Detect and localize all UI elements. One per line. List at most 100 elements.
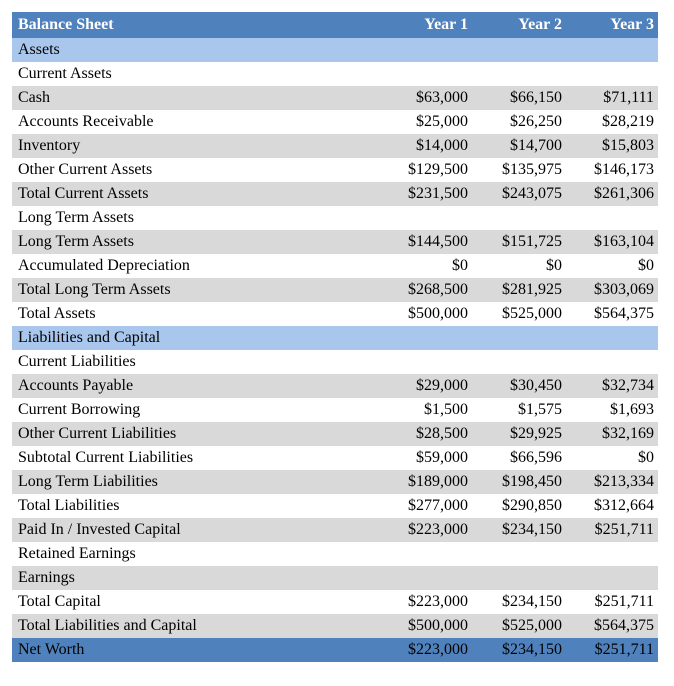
cell-year-3: $213,334 [566, 470, 658, 494]
cell-year-3: $28,219 [566, 110, 658, 134]
net-worth-row: Net Worth $223,000 $234,150 $251,711 [12, 638, 658, 662]
cell-year-2 [472, 350, 566, 374]
cell-year-1: $14,000 [382, 134, 472, 158]
cell-year-3 [566, 350, 658, 374]
cell-year-1 [382, 566, 472, 590]
row-label: Current Borrowing [12, 398, 382, 422]
cell-year-1: $500,000 [382, 302, 472, 326]
sheet-title: Balance Sheet [12, 12, 382, 38]
cell-year-1: $63,000 [382, 86, 472, 110]
table-row: Cash $63,000 $66,150 $71,111 [12, 86, 658, 110]
table-row: Retained Earnings [12, 542, 658, 566]
cell-year-1: $59,000 [382, 446, 472, 470]
section-row-liabilities-and-capital: Liabilities and Capital [12, 326, 658, 350]
cell-year-2: $30,450 [472, 374, 566, 398]
cell-year-2: $0 [472, 254, 566, 278]
cell-year-3 [566, 566, 658, 590]
cell-year-3 [566, 326, 658, 350]
cell-year-1 [382, 38, 472, 62]
cell-year-3: $303,069 [566, 278, 658, 302]
cell-year-2: $243,075 [472, 182, 566, 206]
cell-year-1: $500,000 [382, 614, 472, 638]
table-row: Accounts Receivable $25,000 $26,250 $28,… [12, 110, 658, 134]
table-row: Accounts Payable $29,000 $30,450 $32,734 [12, 374, 658, 398]
cell-year-1: $277,000 [382, 494, 472, 518]
table-header-row: Balance Sheet Year 1 Year 2 Year 3 [12, 12, 658, 38]
cell-year-3 [566, 62, 658, 86]
cell-year-2: $66,596 [472, 446, 566, 470]
row-label: Liabilities and Capital [12, 326, 382, 350]
column-header-year-1: Year 1 [382, 12, 472, 38]
cell-year-1 [382, 206, 472, 230]
cell-year-3: $564,375 [566, 614, 658, 638]
cell-year-3: $1,693 [566, 398, 658, 422]
cell-year-2 [472, 206, 566, 230]
cell-year-2: $281,925 [472, 278, 566, 302]
cell-year-1: $1,500 [382, 398, 472, 422]
cell-year-3 [566, 542, 658, 566]
cell-year-3: $32,734 [566, 374, 658, 398]
cell-year-2: $234,150 [472, 590, 566, 614]
table-row: Earnings [12, 566, 658, 590]
row-label: Total Long Term Assets [12, 278, 382, 302]
cell-year-1 [382, 62, 472, 86]
cell-year-1 [382, 350, 472, 374]
row-label: Total Liabilities and Capital [12, 614, 382, 638]
cell-year-1: $144,500 [382, 230, 472, 254]
table-row: Total Capital $223,000 $234,150 $251,711 [12, 590, 658, 614]
table-row: Current Borrowing $1,500 $1,575 $1,693 [12, 398, 658, 422]
column-header-year-2: Year 2 [472, 12, 566, 38]
cell-year-2 [472, 326, 566, 350]
row-label: Current Liabilities [12, 350, 382, 374]
table-row: Long Term Liabilities $189,000 $198,450 … [12, 470, 658, 494]
cell-year-3: $71,111 [566, 86, 658, 110]
row-label: Long Term Assets [12, 206, 382, 230]
cell-year-1: $29,000 [382, 374, 472, 398]
cell-year-2: $66,150 [472, 86, 566, 110]
table-row: Current Assets [12, 62, 658, 86]
cell-year-1: $25,000 [382, 110, 472, 134]
cell-year-1 [382, 326, 472, 350]
row-label: Cash [12, 86, 382, 110]
cell-year-3: $32,169 [566, 422, 658, 446]
row-label: Earnings [12, 566, 382, 590]
row-label: Accounts Payable [12, 374, 382, 398]
cell-year-2: $525,000 [472, 614, 566, 638]
cell-year-1: $0 [382, 254, 472, 278]
cell-year-2 [472, 38, 566, 62]
row-label: Total Liabilities [12, 494, 382, 518]
table-row: Total Current Assets $231,500 $243,075 $… [12, 182, 658, 206]
cell-year-2: $26,250 [472, 110, 566, 134]
table-row: Total Assets $500,000 $525,000 $564,375 [12, 302, 658, 326]
table-row: Inventory $14,000 $14,700 $15,803 [12, 134, 658, 158]
row-label: Paid In / Invested Capital [12, 518, 382, 542]
cell-year-3: $0 [566, 254, 658, 278]
table-row: Accumulated Depreciation $0 $0 $0 [12, 254, 658, 278]
table-row: Long Term Assets $144,500 $151,725 $163,… [12, 230, 658, 254]
cell-year-3: $0 [566, 446, 658, 470]
row-label: Long Term Liabilities [12, 470, 382, 494]
cell-year-2: $151,725 [472, 230, 566, 254]
cell-year-3 [566, 206, 658, 230]
cell-year-3: $564,375 [566, 302, 658, 326]
cell-year-1: $28,500 [382, 422, 472, 446]
cell-year-1: $223,000 [382, 518, 472, 542]
row-label: Accumulated Depreciation [12, 254, 382, 278]
row-label: Current Assets [12, 62, 382, 86]
cell-year-2: $1,575 [472, 398, 566, 422]
row-label: Other Current Assets [12, 158, 382, 182]
row-label: Total Current Assets [12, 182, 382, 206]
table-row: Long Term Assets [12, 206, 658, 230]
cell-year-1 [382, 542, 472, 566]
cell-year-2: $29,925 [472, 422, 566, 446]
cell-year-2: $135,975 [472, 158, 566, 182]
balance-sheet-table: Balance Sheet Year 1 Year 2 Year 3 Asset… [12, 12, 658, 662]
column-header-year-3: Year 3 [566, 12, 658, 38]
cell-year-1: $231,500 [382, 182, 472, 206]
row-label: Retained Earnings [12, 542, 382, 566]
table-row: Current Liabilities [12, 350, 658, 374]
cell-year-1: $223,000 [382, 638, 472, 662]
table-row: Total Liabilities $277,000 $290,850 $312… [12, 494, 658, 518]
table-row: Total Long Term Assets $268,500 $281,925… [12, 278, 658, 302]
cell-year-3: $251,711 [566, 590, 658, 614]
